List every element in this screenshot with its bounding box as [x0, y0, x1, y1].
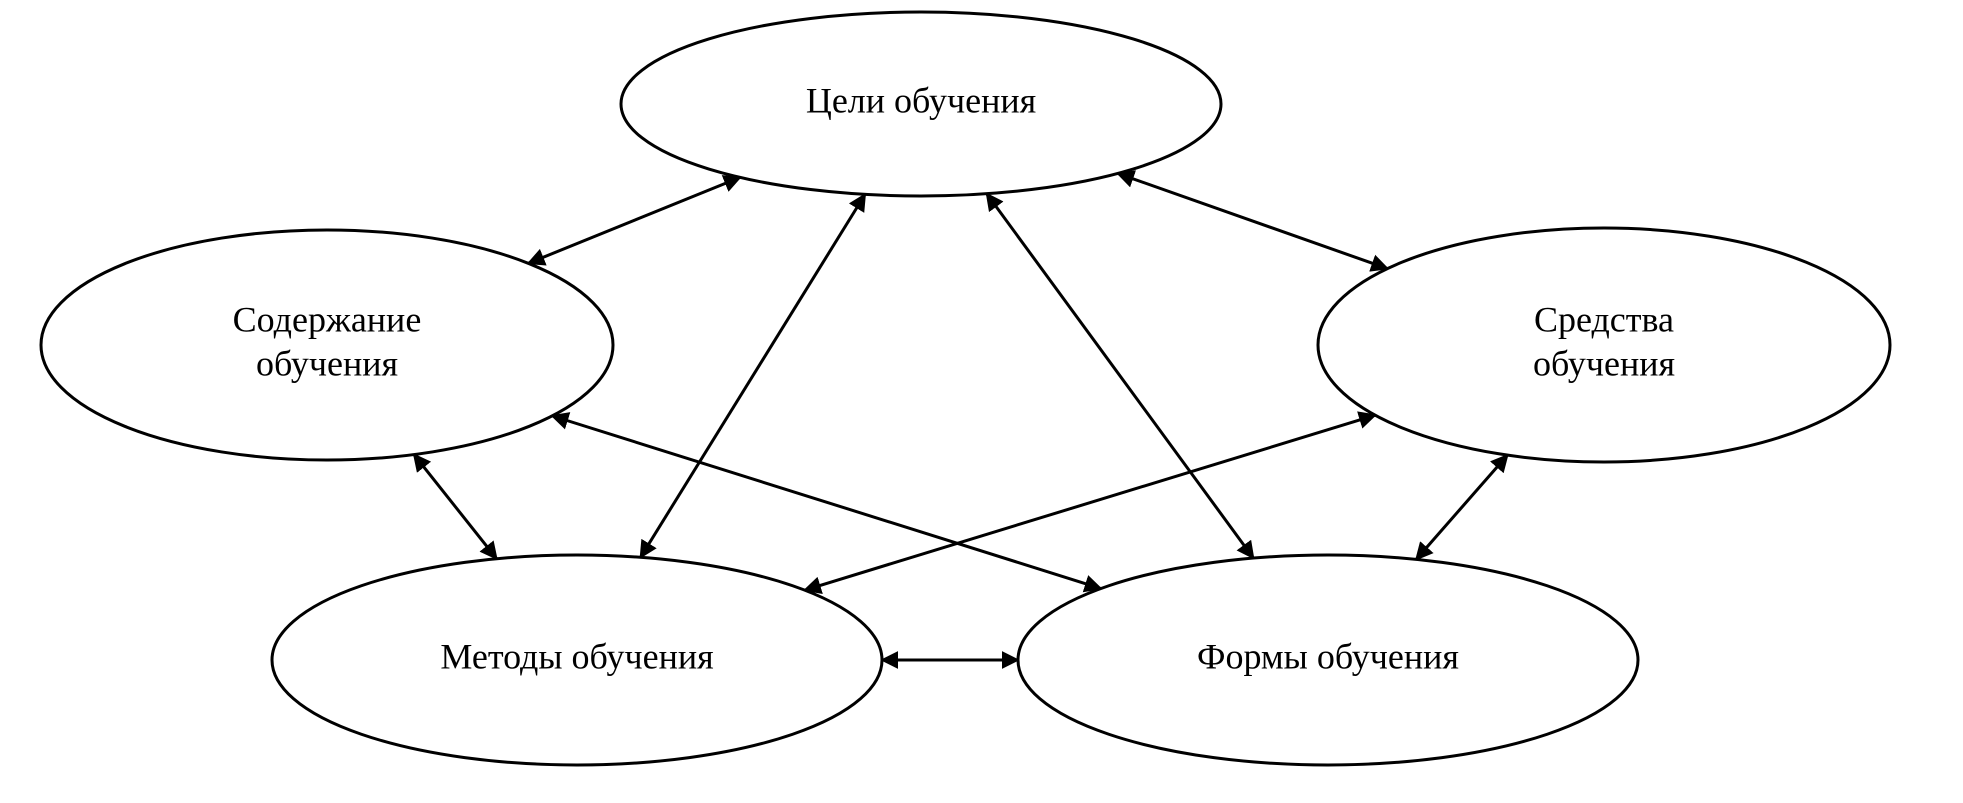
node-content: Содержаниеобучения	[41, 230, 613, 460]
node-goals: Цели обучения	[621, 12, 1221, 196]
node-content-label-1: обучения	[256, 343, 398, 383]
node-goals-label-0: Цели обучения	[806, 80, 1036, 120]
node-methods: Методы обучения	[272, 555, 882, 765]
edge-content-methods	[414, 455, 497, 559]
edge-goals-content	[528, 177, 740, 263]
edge-goals-means	[1118, 173, 1388, 268]
node-methods-label-0: Методы обучения	[440, 636, 713, 676]
node-content-label-0: Содержание	[233, 299, 422, 339]
node-forms-label-0: Формы обучения	[1197, 636, 1459, 676]
node-forms: Формы обучения	[1018, 555, 1638, 765]
node-means-label-0: Средства	[1534, 299, 1674, 339]
diagram-svg: Цели обученияСодержаниеобученияСредствао…	[0, 0, 1963, 803]
node-means: Средстваобучения	[1318, 228, 1890, 462]
diagram-container: Цели обученияСодержаниеобученияСредствао…	[0, 0, 1963, 803]
node-means-label-1: обучения	[1533, 343, 1675, 383]
edge-goals-forms	[987, 194, 1254, 558]
edge-means-forms	[1416, 455, 1507, 559]
nodes-group: Цели обученияСодержаниеобученияСредствао…	[41, 12, 1890, 765]
